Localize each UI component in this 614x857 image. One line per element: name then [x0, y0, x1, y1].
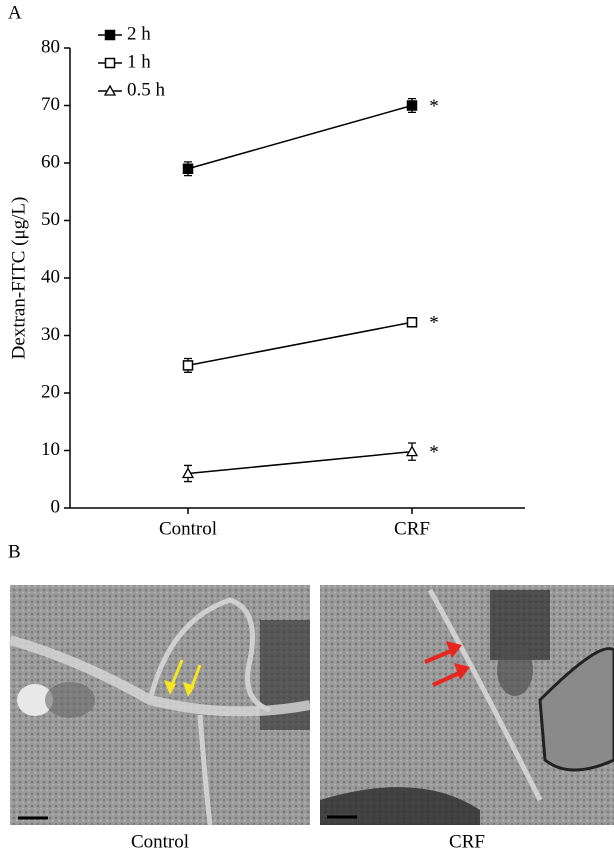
panel-label: A	[8, 2, 22, 23]
annotation: *	[429, 313, 439, 334]
series-line	[187, 104, 413, 170]
y-tick-label: 0	[51, 496, 61, 517]
image-caption: CRF	[449, 831, 485, 852]
micrograph	[8, 585, 311, 826]
data-point	[406, 100, 418, 111]
data-point	[181, 467, 195, 479]
micrograph	[320, 585, 614, 825]
image-caption: Control	[131, 831, 189, 852]
legend-marker	[104, 29, 116, 41]
data-point	[182, 163, 194, 174]
y-tick-label: 20	[41, 381, 60, 402]
y-tick-label: 40	[41, 266, 60, 287]
series-line	[187, 321, 413, 367]
y-tick-label: 30	[41, 324, 60, 345]
x-tick-label: Control	[159, 518, 217, 539]
y-tick-label: 60	[41, 151, 60, 172]
annotation: *	[429, 96, 439, 117]
y-tick-label: 70	[41, 94, 60, 115]
y-axis-label: Dextran-FITC (μg/L)	[8, 197, 29, 360]
data-point	[405, 445, 419, 457]
data-point	[406, 317, 418, 328]
y-tick-label: 10	[41, 439, 60, 460]
series-line	[187, 450, 413, 475]
legend-marker	[104, 57, 116, 69]
y-tick-label: 80	[41, 36, 60, 57]
legend-label: 1 h	[127, 51, 151, 72]
data-point	[182, 360, 194, 371]
legend-label: 0.5 h	[127, 79, 166, 100]
y-tick-label: 50	[41, 209, 60, 230]
panel-label: B	[8, 541, 21, 562]
x-tick-label: CRF	[394, 518, 430, 539]
legend-marker	[103, 84, 117, 96]
legend-label: 2 h	[127, 23, 151, 44]
annotation: *	[429, 442, 439, 463]
